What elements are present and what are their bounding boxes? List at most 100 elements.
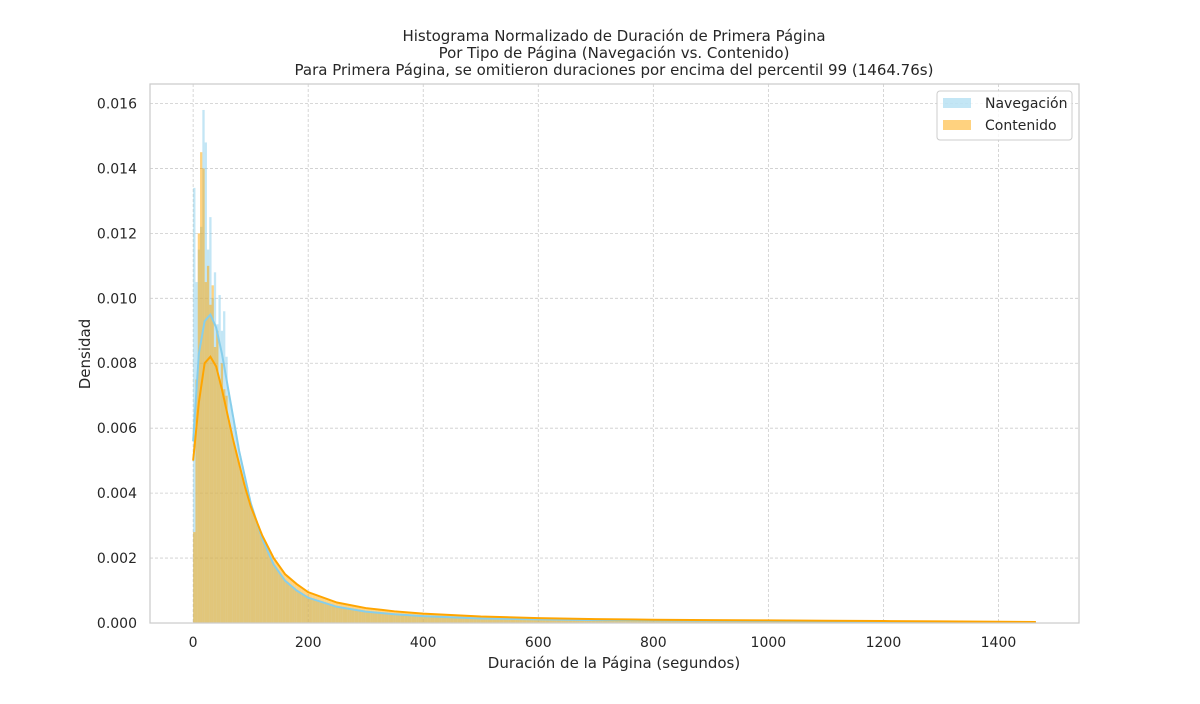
histogram-bar [471,616,474,623]
histogram-bar [533,618,536,623]
histogram-bar [568,618,571,623]
histogram-bar [397,611,401,623]
histogram-bar [308,592,311,623]
legend: Navegación Contenido [936,90,1073,141]
histogram-bar [483,616,486,623]
y-tick-label: 0.010 [97,291,137,307]
histogram-bar [292,581,295,623]
histogram-bar [370,608,373,623]
histogram-bar [271,555,274,623]
histogram-bar [535,618,539,623]
histogram-bar [432,614,435,623]
histogram-bar [515,617,518,623]
histogram-bar [400,611,403,623]
histogram-bar [331,600,334,623]
histogram-bar [347,604,350,623]
histogram-bar [236,459,240,623]
x-tick-label: 600 [525,635,552,651]
y-axis-ticks: 0.000 0.002 0.004 0.006 0.008 0.010 0.012 0.014… [97,96,137,632]
histogram-bar [225,395,228,623]
histogram-bar [202,168,205,623]
histogram-bar [430,613,433,623]
histogram-bar [243,486,247,623]
histogram-bar [257,526,260,623]
histogram-bar [441,614,444,623]
histogram-bar [386,610,389,623]
histogram-bar [519,617,523,623]
chart-subtitle-line-2: Para Primera Página, se omitieron duraci… [295,61,934,79]
histogram-bar [464,615,467,623]
histogram-bar [296,584,299,623]
histogram-bar [206,265,210,623]
histogram-bar [333,601,336,623]
histogram-bar [209,304,212,623]
histogram-bar [473,616,477,623]
histogram-bar [563,618,566,623]
histogram-bar [287,577,290,623]
histogram-bar [402,612,405,623]
histogram-bar [395,611,398,623]
histogram-bar [259,532,263,623]
histogram-bar [239,468,242,623]
histogram-bar [584,618,587,623]
histogram-bar [434,614,438,623]
histogram-bar [321,597,325,623]
histogram-bar [374,609,378,623]
histogram-bar [294,583,297,623]
histogram-bar [381,610,385,623]
histogram-bar [345,604,348,623]
histogram-bar [216,330,219,623]
histogram-bar [506,617,509,623]
histogram-bar [407,612,410,623]
histogram-bar [478,616,481,623]
histogram-bar [234,450,237,623]
histogram-bar [427,613,431,623]
histogram-bar [342,603,346,623]
histogram-bar [391,611,394,623]
histogram-bar [204,282,207,623]
histogram-bar [457,615,461,623]
histogram-bar [508,617,511,623]
bars-series-1 [193,152,1036,623]
histogram-bar [561,618,564,623]
y-axis-label: Densidad [76,319,94,390]
histogram-bar [220,363,224,623]
histogram-bar [552,618,555,623]
kde-curves [192,312,1036,624]
histogram-bar [246,494,249,623]
y-tick-label: 0.000 [97,616,137,632]
histogram-bar [469,615,472,623]
histogram-bar [577,618,580,623]
grid-lines [150,84,1079,624]
histogram-bar [393,611,396,623]
x-tick-label: 1200 [866,635,902,651]
histogram-bar [462,615,465,623]
histogram-bar [489,616,493,623]
histogram-bar [448,614,451,623]
histogram-bar [264,542,267,623]
histogram-bar [232,441,235,623]
histogram-bar [522,617,525,623]
histogram-bar [437,614,440,623]
histogram-bar [324,598,327,623]
histogram-bar [575,618,578,623]
histogram-bar [439,614,442,623]
histogram-bar [545,618,548,623]
histogram-bar [558,618,562,623]
y-tick-label: 0.006 [97,421,137,437]
histogram-bar [420,613,424,623]
histogram-bars [193,109,1036,624]
histogram-bar [377,609,380,623]
bars-series-0 [193,109,1036,624]
x-tick-label: 800 [640,635,667,651]
histogram-bar [570,618,573,623]
histogram-bar [354,606,357,623]
histogram-bar [524,617,527,623]
histogram-bar [480,616,484,623]
histogram-bar [542,618,546,623]
x-axis-ticks: 0 200 400 600 800 1000 1200 1400 [189,635,1017,651]
histogram-bar [423,613,426,623]
histogram-bar [572,618,576,623]
histogram-bar [195,379,198,623]
